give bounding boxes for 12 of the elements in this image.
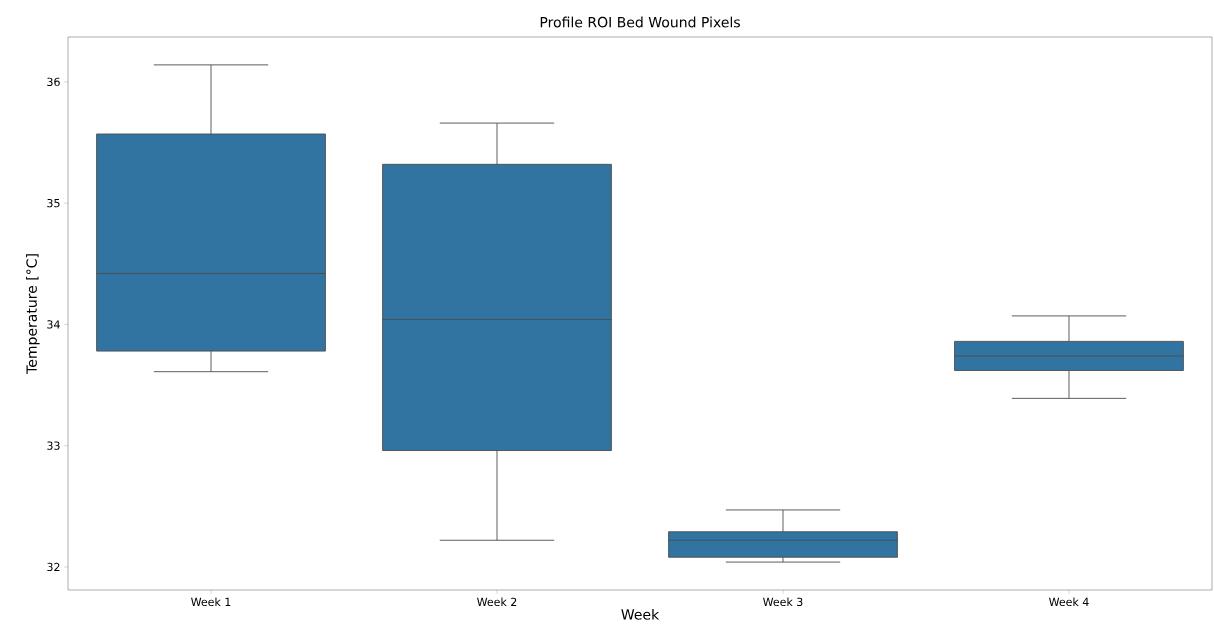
y-tick-label: 34 — [47, 320, 60, 329]
x-axis-title: Week — [621, 608, 660, 620]
x-tick-label: Week 3 — [763, 597, 803, 607]
x-tick-label: Week 1 — [191, 597, 231, 607]
chart-title: Profile ROI Bed Wound Pixels — [540, 16, 740, 28]
y-tick-label: 36 — [47, 77, 60, 87]
y-tick-label: 33 — [47, 441, 60, 450]
x-tick-label: Week 4 — [1049, 597, 1089, 607]
y-axis-title: Temperature [°C] — [26, 254, 40, 374]
y-tick-label: 35 — [47, 198, 60, 208]
x-tick-label: Week 2 — [477, 597, 517, 607]
y-tick-label: 32 — [47, 562, 60, 572]
